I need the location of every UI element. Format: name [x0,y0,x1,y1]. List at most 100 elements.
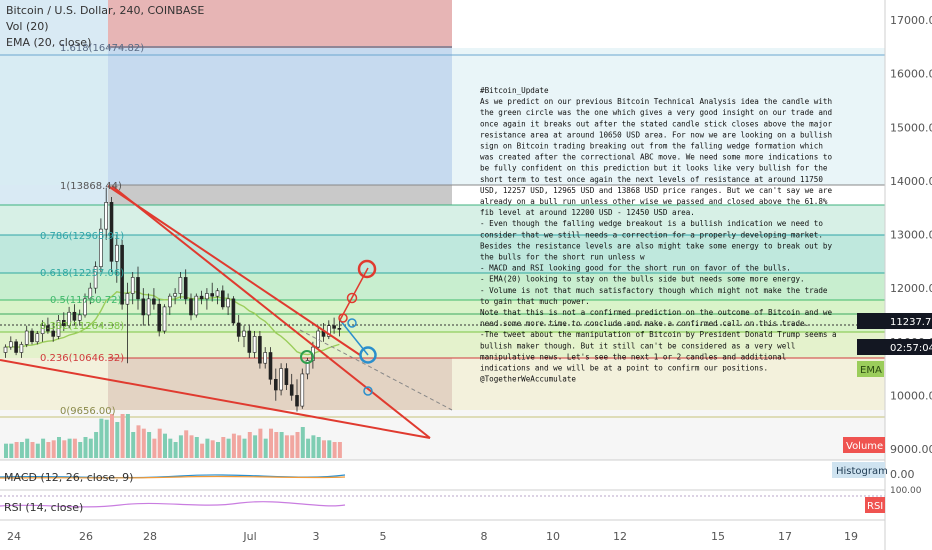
candle [231,296,236,326]
chart-legend: Bitcoin / U.S. Dollar, 240, COINBASE Vol… [6,4,204,49]
volume-bars [4,414,342,458]
note-line: @TogetherWeAccumulate [480,375,576,384]
candle [247,325,252,358]
candle [46,317,50,334]
candle [67,306,71,329]
volume-bar [205,438,210,458]
candle [88,282,93,305]
candle-body [326,325,331,337]
candle-body [88,287,93,300]
candle-body [242,330,246,337]
candle-body [289,384,294,396]
candle [3,344,8,358]
time-tick-label: 12 [613,530,627,543]
volume-bar [247,432,252,458]
wedge-mid-line [111,185,431,439]
candle-body [162,306,167,332]
volume-bar [163,433,167,458]
note-line: indications and we will be at a point to… [480,364,768,373]
candle [93,261,98,294]
volume-bar [274,432,279,458]
last-price-value: 11237.77 [890,317,932,328]
time-tick-label: 5 [380,530,387,543]
volume-bar [300,427,305,458]
ema-indicator-label[interactable]: EMA (20, close) [6,36,91,49]
candle-body [168,295,172,308]
note-line: resistance area at around 10650 USD area… [480,130,832,139]
note-line: - Even though the falling wedge breakout… [480,219,823,228]
last-price-tag [857,313,932,329]
red-circle-target [357,259,377,279]
volume-bar [168,438,173,458]
volume-bar [30,442,35,458]
note-line: fib level at around 12200 USD - 12450 US… [480,208,695,217]
volume-bar [306,438,311,458]
candle-body [157,303,161,332]
candle [284,363,289,391]
note-line: - Volume is not that much satisfactory t… [480,286,828,295]
candle [141,288,146,326]
note-line: bullish maker though. But it still can't… [480,341,795,350]
candle [205,288,209,310]
zone-786 [0,205,885,235]
price-tick-label: 14000.00 [890,175,932,188]
candle-body [316,330,321,348]
volume-bar [237,435,242,458]
candle [199,290,204,305]
candle-body [93,266,98,289]
ema-line [5,290,340,356]
note-line: - MACD and RSI looking good for the shor… [480,264,791,273]
candle [14,339,18,356]
candle-body [236,322,241,337]
macd-label[interactable]: MACD (12, 26, close, 9) [4,471,133,484]
volume-bar [269,428,273,458]
candle [305,357,310,380]
volume-tag-label: Volume [846,441,883,452]
candle-body [30,330,34,343]
red-circle-small-2 [346,292,358,304]
candle-body [19,344,24,353]
candle [263,347,268,369]
volume-bar [194,437,199,458]
candle-body [35,333,40,343]
candle-body [130,277,135,294]
candle-body [61,319,66,326]
candle [136,266,140,310]
symbol-title[interactable]: Bitcoin / U.S. Dollar, 240, COINBASE [6,4,204,17]
volume-bar [200,443,205,458]
fib-label-618: 0.618(12257.06) [40,268,124,279]
note-line: consider that we still needs a correctio… [480,230,823,239]
volume-bar [141,428,146,458]
candle-body [24,330,29,345]
histogram-value: 0.00 [890,468,915,481]
price-axis[interactable] [885,0,932,550]
volume-bar [316,437,321,458]
candle [9,336,13,350]
candle [242,325,246,348]
volume-bar [184,430,189,458]
candle [337,320,342,337]
candle [162,304,167,334]
time-tick-label: 8 [481,530,488,543]
candle [221,285,225,310]
fib-label-236: 0.236(10646.32) [40,353,124,364]
candle-body [115,244,119,262]
candle-body [210,293,214,297]
volume-bar [263,438,268,458]
candle-body [14,341,18,353]
volume-bar [57,437,61,458]
volume-bar [253,435,258,458]
candle-body [146,298,151,316]
time-tick-label: 3 [313,530,320,543]
candle-body [300,373,305,407]
time-tick-label: Jul [242,530,256,543]
vol-indicator-label[interactable]: Vol (20) [6,20,49,33]
rsi-label[interactable]: RSI (14, close) [4,501,83,514]
fib-zones [0,0,885,460]
note-line: Note that this is not a confirmed predic… [480,308,832,317]
note-line: -The tweet about the manipulation of Bit… [480,330,837,339]
time-axis[interactable]: 24 26 28 Jul 3 5 8 10 12 15 17 19 [7,530,858,543]
candle-body [9,341,13,348]
candle [178,272,183,299]
